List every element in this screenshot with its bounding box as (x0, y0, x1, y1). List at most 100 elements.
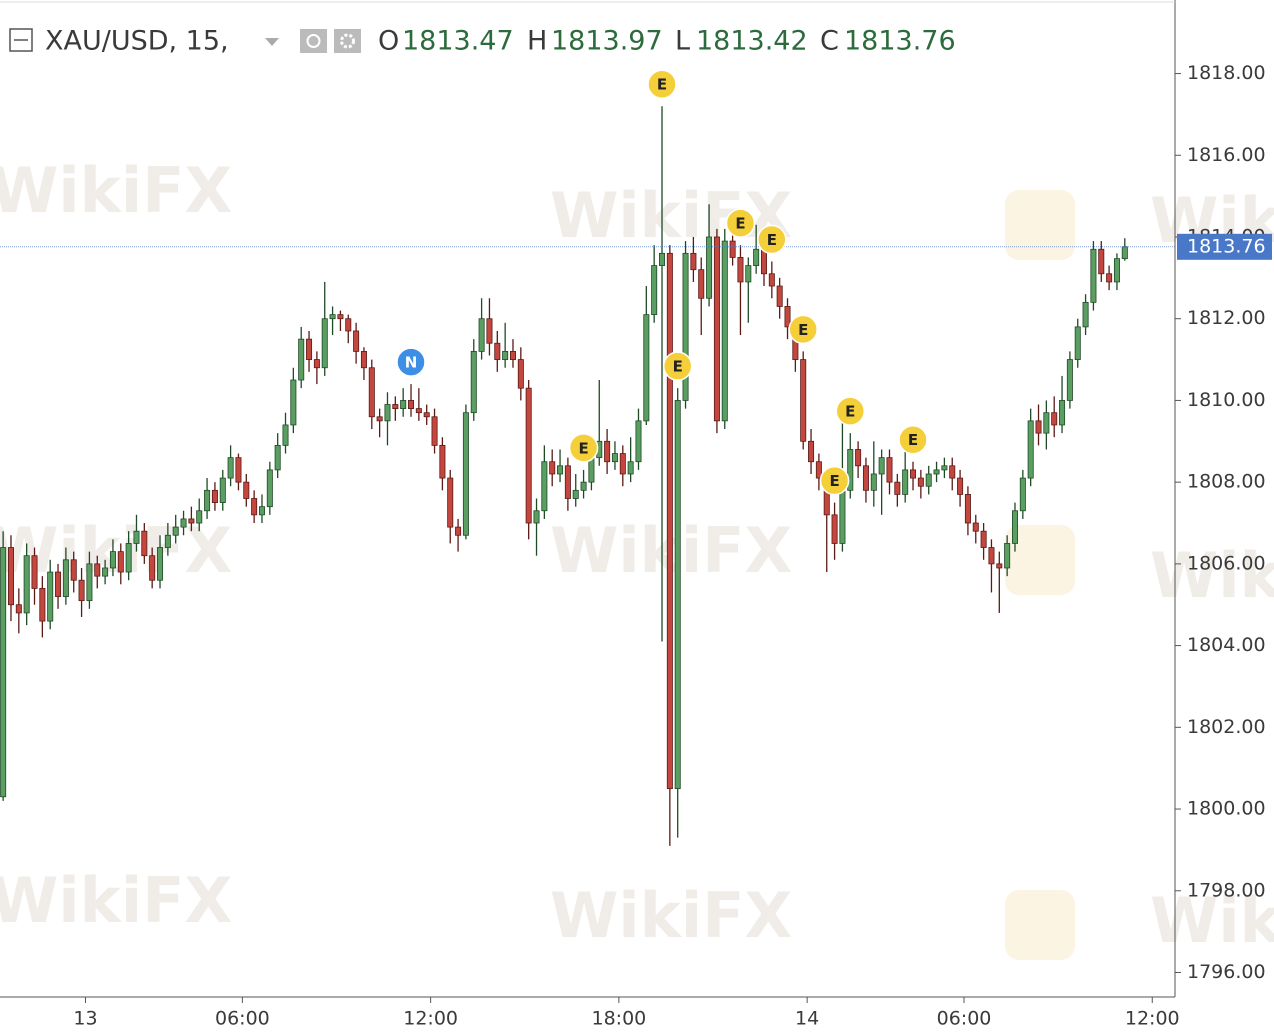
candle-body (39, 587, 46, 622)
candle-body (972, 522, 979, 532)
event-label: E (657, 76, 667, 94)
eye-icon[interactable] (300, 29, 327, 53)
candle-body (525, 387, 532, 524)
candle-body (925, 473, 932, 487)
candle-body (306, 338, 313, 360)
candle-body (400, 400, 407, 410)
candle-body (1027, 420, 1034, 479)
event-marker (835, 396, 866, 426)
candle-body (298, 338, 305, 381)
candle-body (133, 530, 140, 544)
candle-body (745, 265, 752, 283)
candle-body (423, 412, 430, 418)
candle-body (862, 465, 869, 491)
candle-body (910, 469, 917, 479)
y-tick-label: 1812.00 (1187, 307, 1266, 329)
candle-body (243, 481, 250, 499)
candle-body (557, 465, 564, 475)
event-marker (396, 347, 426, 377)
y-tick-label: 1810.00 (1187, 389, 1266, 411)
candle-body (886, 457, 893, 483)
candle-body (447, 477, 454, 528)
events: N E E E E E E E E E (396, 69, 928, 496)
candle-body (1043, 412, 1050, 434)
candle-body (47, 571, 54, 622)
candle-body (627, 461, 634, 475)
candle-body (713, 236, 720, 422)
candle-body (1019, 477, 1026, 512)
high-label: H (527, 26, 547, 57)
dropdown-icon[interactable] (265, 38, 279, 46)
candle-body (258, 506, 265, 516)
candle-body (533, 510, 540, 524)
candle-body (149, 555, 156, 581)
event-label: E (767, 231, 777, 249)
candle-body (7, 547, 14, 606)
candle-body (376, 416, 383, 422)
candle-body (462, 412, 469, 536)
watermark-logo (1005, 190, 1075, 260)
candle-body (313, 359, 320, 369)
event-label: N (405, 354, 418, 372)
settings-icon[interactable] (334, 29, 361, 53)
candle-body (86, 563, 93, 602)
price-tag (1177, 233, 1272, 260)
event-label: E (908, 431, 918, 449)
candle-body (251, 498, 258, 516)
candle-body (188, 518, 195, 524)
candle-body (431, 416, 438, 446)
watermark: WikiFX (1150, 539, 1274, 612)
event-marker (757, 224, 787, 255)
watermark: WikiFX (1150, 884, 1274, 957)
candle-body (870, 473, 877, 491)
candle-body (706, 236, 713, 299)
candle-body (408, 400, 415, 410)
watermark-logo (1005, 525, 1075, 595)
y-tick-label: 1806.00 (1187, 552, 1266, 574)
candle-body (1066, 359, 1073, 401)
candle-body (580, 481, 587, 491)
y-tick-label: 1796.00 (1187, 961, 1266, 983)
candle-body (172, 526, 179, 536)
candle-body (415, 408, 422, 414)
candle-body (235, 457, 242, 483)
candle-body (353, 330, 360, 352)
candle-body (360, 351, 367, 369)
y-tick-label: 1804.00 (1187, 634, 1266, 656)
candle-body (125, 543, 132, 573)
candle-body (337, 314, 344, 320)
y-tick-label: 1816.00 (1187, 144, 1266, 166)
close-label: C (820, 26, 839, 57)
candle-body (800, 359, 807, 442)
candle-body (541, 461, 548, 512)
x-tick-label: 13 (73, 1008, 97, 1030)
candle-body (721, 240, 728, 422)
x-tick-label: 06:00 (937, 1008, 992, 1030)
event-marker (662, 351, 693, 381)
candle-body (141, 530, 148, 557)
candle-body (988, 547, 995, 565)
candle-body (784, 306, 791, 328)
x-tick-label: 14 (795, 1008, 819, 1030)
candle-body (392, 404, 399, 410)
watermark: WikiFX (0, 514, 232, 587)
candle-body (776, 285, 783, 307)
watermark: WikiFX (550, 879, 792, 952)
candle-body (55, 571, 62, 597)
y-tick-label: 1802.00 (1187, 716, 1266, 738)
candle-body (964, 494, 971, 524)
candle-body (102, 567, 109, 577)
candle-body (15, 604, 22, 614)
candle-body (164, 534, 171, 548)
collapse-icon[interactable] (9, 28, 33, 52)
candle-body (1113, 258, 1120, 283)
candle-body (290, 379, 297, 426)
watermark-logo (1005, 890, 1075, 960)
candle-body (478, 318, 485, 352)
candle-body (737, 257, 744, 283)
watermark: WikiFX (0, 154, 232, 227)
watermark: WikiFX (0, 864, 232, 937)
candle-body (321, 318, 328, 369)
event-marker (725, 208, 756, 238)
